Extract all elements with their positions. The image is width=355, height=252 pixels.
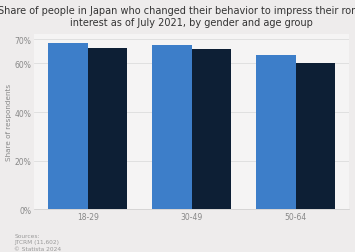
Bar	[88, 48, 127, 209]
Bar	[48, 44, 88, 209]
Y-axis label: Share of respondents: Share of respondents	[6, 84, 12, 161]
Text: Sources:
JTCRM (11,602)
© Statista 2024: Sources: JTCRM (11,602) © Statista 2024	[14, 233, 61, 251]
Bar	[192, 50, 231, 209]
Bar	[256, 56, 296, 209]
Title: Share of people in Japan who changed their behavior to impress their romantic
in: Share of people in Japan who changed the…	[0, 6, 355, 28]
Bar	[296, 64, 335, 209]
Bar	[152, 46, 192, 209]
